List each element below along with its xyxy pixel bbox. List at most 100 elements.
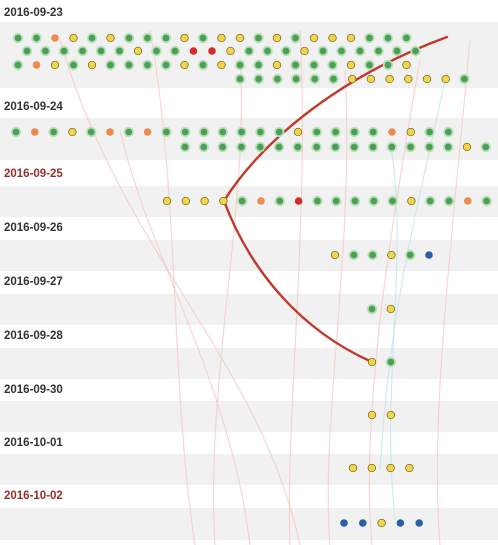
date-label: 2016-09-28 bbox=[4, 330, 63, 342]
green-commit-dot bbox=[332, 143, 339, 151]
yellow-commit-dot bbox=[181, 196, 190, 206]
yellow-commit-dot bbox=[385, 74, 394, 84]
orange-commit-dot bbox=[464, 197, 472, 205]
green-commit-dot bbox=[70, 61, 77, 69]
yellow-commit-dot bbox=[402, 60, 411, 70]
yellow-commit-dot bbox=[180, 33, 189, 43]
yellow-commit-dot bbox=[348, 74, 357, 84]
date-label: 2016-09-23 bbox=[4, 7, 63, 19]
green-commit-dot bbox=[236, 75, 244, 83]
green-commit-dot bbox=[264, 47, 271, 55]
green-commit-dot bbox=[369, 251, 376, 259]
green-commit-dot bbox=[42, 47, 49, 55]
yellow-commit-dot bbox=[106, 33, 115, 43]
yellow-commit-dot bbox=[386, 463, 395, 473]
day-band bbox=[0, 118, 498, 160]
yellow-commit-dot bbox=[367, 463, 376, 473]
green-commit-dot bbox=[445, 128, 452, 136]
green-commit-dot bbox=[332, 128, 339, 136]
yellow-commit-dot bbox=[226, 46, 235, 56]
yellow-commit-dot bbox=[377, 518, 386, 528]
yellow-commit-dot bbox=[386, 410, 395, 420]
link-curve bbox=[436, 39, 471, 545]
green-commit-dot bbox=[351, 197, 359, 205]
green-commit-dot bbox=[292, 61, 299, 69]
yellow-commit-dot bbox=[367, 357, 377, 367]
green-commit-dot bbox=[181, 143, 189, 151]
yellow-commit-dot bbox=[406, 127, 415, 137]
yellow-commit-dot bbox=[348, 463, 358, 473]
green-commit-dot bbox=[162, 34, 170, 42]
date-label: 2016-09-26 bbox=[4, 222, 63, 234]
green-commit-dot bbox=[388, 143, 396, 151]
green-commit-dot bbox=[292, 34, 299, 42]
green-commit-dot bbox=[338, 47, 345, 55]
green-commit-dot bbox=[319, 47, 327, 55]
green-commit-dot bbox=[375, 47, 382, 55]
green-commit-dot bbox=[311, 75, 319, 83]
link-curve bbox=[212, 59, 243, 545]
green-commit-dot bbox=[219, 128, 227, 136]
yellow-commit-dot bbox=[219, 196, 228, 206]
green-commit-dot bbox=[144, 34, 151, 42]
green-commit-dot bbox=[14, 34, 22, 42]
green-commit-dot bbox=[332, 197, 340, 205]
green-commit-dot bbox=[238, 128, 246, 136]
day-band bbox=[0, 348, 498, 379]
green-commit-dot bbox=[33, 34, 40, 42]
yellow-commit-dot bbox=[87, 60, 97, 70]
green-commit-dot bbox=[444, 143, 452, 151]
green-commit-dot bbox=[125, 34, 133, 42]
red-commit-dot bbox=[294, 197, 303, 205]
yellow-commit-dot bbox=[346, 33, 356, 43]
green-commit-dot bbox=[314, 197, 321, 205]
green-commit-dot bbox=[274, 75, 281, 83]
green-commit-dot bbox=[389, 197, 396, 205]
green-commit-dot bbox=[219, 143, 227, 151]
green-commit-dot bbox=[255, 34, 262, 42]
green-commit-dot bbox=[366, 34, 373, 42]
blue-commit-dot bbox=[340, 519, 348, 527]
day-band bbox=[0, 454, 498, 485]
yellow-commit-dot bbox=[309, 33, 319, 43]
date-label: 2016-10-02 bbox=[4, 490, 63, 502]
yellow-commit-dot bbox=[235, 33, 245, 43]
yellow-commit-dot bbox=[404, 74, 413, 84]
green-commit-dot bbox=[153, 47, 160, 55]
day-band bbox=[0, 240, 498, 271]
yellow-commit-dot bbox=[69, 33, 78, 43]
blue-commit-dot bbox=[396, 519, 405, 527]
green-commit-dot bbox=[350, 251, 358, 259]
green-commit-dot bbox=[313, 143, 320, 151]
green-commit-dot bbox=[199, 34, 207, 42]
green-commit-dot bbox=[245, 47, 253, 55]
green-commit-dot bbox=[330, 75, 337, 83]
green-commit-dot bbox=[384, 61, 392, 69]
green-commit-dot bbox=[403, 34, 410, 42]
green-commit-dot bbox=[181, 128, 189, 136]
date-label: 2016-10-01 bbox=[4, 437, 63, 449]
yellow-commit-dot bbox=[441, 74, 450, 84]
green-commit-dot bbox=[310, 61, 318, 69]
green-commit-dot bbox=[12, 128, 20, 136]
orange-commit-dot bbox=[51, 34, 59, 42]
orange-commit-dot bbox=[31, 128, 39, 136]
yellow-commit-dot bbox=[272, 60, 282, 70]
green-commit-dot bbox=[125, 128, 133, 136]
green-commit-dot bbox=[426, 143, 433, 151]
red-commit-dot bbox=[208, 47, 216, 55]
day-bands bbox=[0, 22, 498, 540]
date-label: 2016-09-27 bbox=[4, 276, 63, 288]
green-commit-dot bbox=[483, 197, 490, 205]
green-commit-dot bbox=[79, 47, 86, 55]
yellow-commit-dot bbox=[133, 46, 143, 56]
blue-commit-dot bbox=[359, 519, 367, 527]
green-commit-dot bbox=[255, 61, 262, 69]
yellow-commit-dot bbox=[180, 60, 189, 70]
yellow-commit-dot bbox=[422, 74, 432, 84]
green-commit-dot bbox=[369, 143, 377, 151]
green-commit-dot bbox=[282, 47, 290, 55]
day-band bbox=[0, 294, 498, 325]
yellow-commit-dot bbox=[387, 250, 396, 260]
